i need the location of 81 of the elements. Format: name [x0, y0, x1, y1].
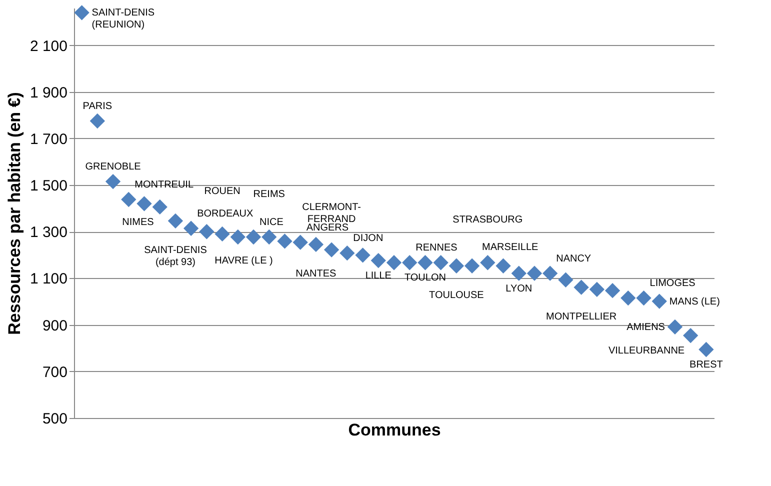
data-label: NICE — [260, 216, 284, 228]
point — [526, 266, 542, 281]
point — [604, 282, 620, 298]
point — [262, 229, 277, 245]
point — [698, 342, 714, 358]
point — [574, 280, 589, 295]
data-label: LIMOGES — [650, 278, 696, 290]
y-tick-label: 1 900 — [30, 84, 68, 102]
point — [355, 248, 370, 263]
point — [214, 226, 230, 242]
point — [464, 258, 480, 274]
point — [448, 258, 464, 274]
point — [370, 252, 386, 268]
point — [183, 220, 199, 236]
point — [683, 328, 698, 344]
y-tick-label: 700 — [42, 364, 68, 381]
data-label: MARSEILLE — [482, 242, 539, 253]
data-label: CLERMONT- FERRAND — [302, 202, 362, 225]
point — [386, 255, 402, 270]
data-label: DIJON — [353, 233, 384, 244]
y-tick-label: 900 — [42, 317, 68, 334]
point — [667, 319, 683, 334]
point — [340, 245, 355, 261]
point — [324, 242, 340, 258]
data-label: LILLE — [365, 270, 392, 282]
data-label: VILLEURBANNE — [608, 346, 685, 357]
data-label: HAVRE (LE ) — [214, 256, 273, 267]
data-label: PARIS — [82, 100, 112, 112]
data-label: MONTREUIL — [134, 179, 194, 190]
data-label: ANGERS — [306, 222, 349, 234]
data-label: MANS (LE) — [669, 296, 720, 308]
point — [230, 229, 246, 245]
point — [199, 224, 214, 240]
point — [496, 258, 511, 274]
x-axis-title: Communes — [348, 420, 441, 440]
data-label: NIMES — [122, 216, 154, 228]
y-tick-label: 1 500 — [30, 178, 68, 195]
data-label: LYON — [506, 283, 532, 294]
data-label: RENNES — [416, 242, 458, 254]
point — [402, 255, 418, 270]
y-axis-title: Ressources par habitan (en €) — [4, 92, 24, 335]
point — [292, 234, 308, 250]
point — [589, 282, 605, 297]
data-label: NANTES — [296, 268, 337, 280]
point — [168, 213, 184, 229]
point — [558, 272, 574, 288]
point — [636, 290, 652, 306]
data-label: ROUEN — [204, 186, 240, 197]
data-label: MONTPELLIER — [546, 311, 617, 322]
data-label: AMIENS — [626, 322, 666, 333]
y-tick-label: 1 700 — [30, 130, 68, 148]
point — [480, 255, 496, 270]
point — [277, 234, 292, 249]
point — [90, 113, 105, 129]
data-label: TOULOUSE — [429, 290, 484, 301]
point — [620, 290, 636, 306]
y-tick-label: 500 — [42, 410, 68, 428]
point — [418, 255, 433, 270]
data-label: BORDEAUX — [197, 208, 254, 220]
point — [74, 5, 90, 20]
point — [308, 236, 324, 252]
data-label: REIMS — [253, 188, 286, 200]
point — [542, 266, 558, 281]
y-tick-label: 1 300 — [30, 224, 68, 242]
data-label: STRASBOURG — [452, 214, 523, 226]
data-label: BREST — [690, 360, 723, 371]
point — [246, 229, 262, 245]
point — [652, 294, 667, 309]
point — [105, 174, 121, 190]
data-label: SAINT-DENIS (dépt 93) — [144, 244, 208, 268]
data-label: GRENOBLE — [85, 162, 142, 173]
data-label: NANCY — [556, 253, 592, 264]
y-tick-label: 2 100 — [30, 38, 68, 55]
point — [152, 199, 168, 215]
data-label: SAINT-DENIS (REUNION) — [92, 8, 155, 31]
point — [511, 266, 526, 281]
data-label: TOULON — [404, 272, 446, 284]
point — [136, 196, 152, 212]
point — [121, 192, 136, 208]
point — [433, 255, 448, 270]
y-tick-label: 1 100 — [30, 270, 68, 288]
